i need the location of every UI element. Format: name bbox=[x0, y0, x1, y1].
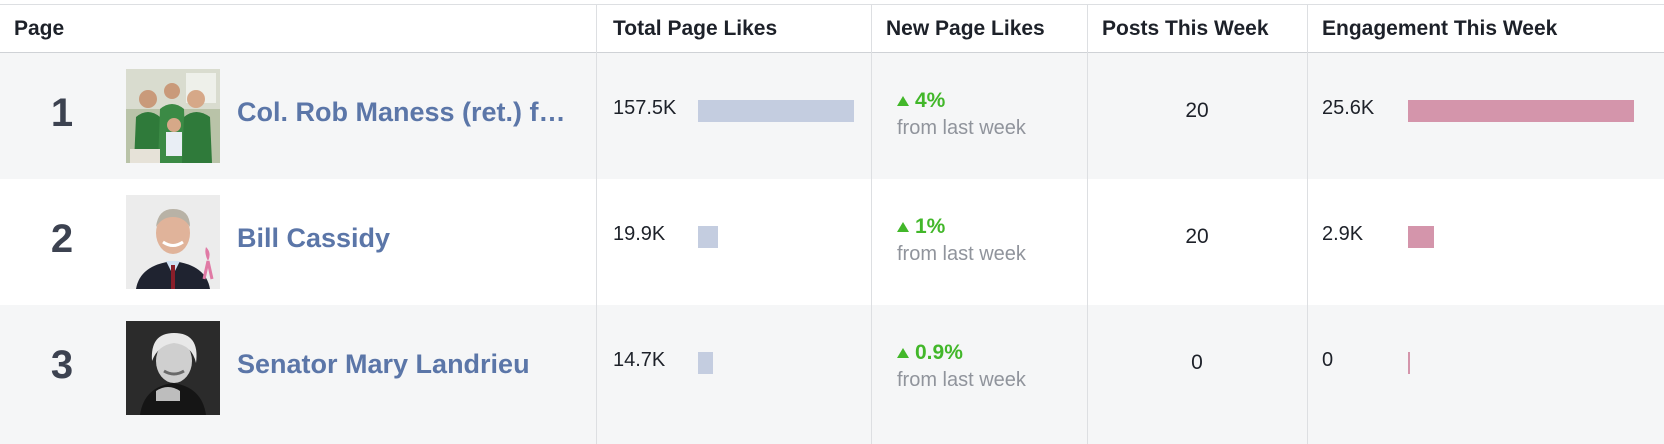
total-likes-value: 157.5K bbox=[613, 97, 677, 119]
engagement-value: 25.6K bbox=[1322, 97, 1375, 119]
page-avatar[interactable] bbox=[126, 69, 220, 163]
page-avatar[interactable] bbox=[126, 321, 220, 415]
page-name-link[interactable]: Senator Mary Landrieu bbox=[237, 349, 530, 379]
new-likes-note: from last week bbox=[897, 369, 1026, 391]
up-arrow-icon bbox=[897, 222, 909, 232]
table-row: 2 Bill Cassidy 19.9K 1% from last week 2… bbox=[0, 179, 1664, 305]
column-header-engagement[interactable]: Engagement This Week bbox=[1322, 17, 1558, 40]
engagement-bar bbox=[1408, 226, 1434, 248]
rank-number: 3 bbox=[50, 343, 74, 387]
table-row: 3 Senator Mary Landrieu 14.7K 0.9% from … bbox=[0, 305, 1664, 444]
table-header: Page Total Page Likes New Page Likes Pos… bbox=[0, 4, 1664, 53]
engagement-bar bbox=[1408, 352, 1410, 374]
rank-number: 1 bbox=[50, 91, 74, 135]
column-header-posts[interactable]: Posts This Week bbox=[1102, 17, 1269, 40]
total-likes-bar bbox=[698, 352, 713, 374]
page-name-link[interactable]: Bill Cassidy bbox=[237, 223, 391, 253]
new-likes-change: 0.9% from last week bbox=[897, 341, 1026, 392]
new-likes-change: 4% from last week bbox=[897, 89, 1026, 140]
total-likes-value: 19.9K bbox=[613, 223, 666, 245]
total-likes-bar bbox=[698, 226, 718, 248]
posts-count: 20 bbox=[1185, 225, 1209, 248]
column-header-page[interactable]: Page bbox=[14, 17, 65, 40]
new-likes-percent: 0.9% bbox=[915, 341, 963, 364]
engagement-bar bbox=[1408, 100, 1634, 122]
engagement-value: 2.9K bbox=[1322, 223, 1364, 245]
column-divider bbox=[1307, 4, 1308, 444]
up-arrow-icon bbox=[897, 96, 909, 106]
new-likes-note: from last week bbox=[897, 243, 1026, 265]
column-divider bbox=[596, 4, 597, 444]
new-likes-percent: 1% bbox=[915, 215, 946, 238]
new-likes-note: from last week bbox=[897, 117, 1026, 139]
column-header-new-likes[interactable]: New Page Likes bbox=[886, 17, 1045, 40]
posts-count: 20 bbox=[1185, 99, 1209, 122]
total-likes-bar bbox=[698, 100, 854, 122]
engagement-value: 0 bbox=[1322, 349, 1334, 371]
new-likes-change: 1% from last week bbox=[897, 215, 1026, 266]
new-likes-percent: 4% bbox=[915, 89, 946, 112]
table-row: 1 Col. Rob Maness (ret.) f… 157.5K 4% bbox=[0, 53, 1664, 179]
up-arrow-icon bbox=[897, 348, 909, 358]
total-likes-value: 14.7K bbox=[613, 349, 666, 371]
posts-count: 0 bbox=[1191, 351, 1203, 374]
page-avatar[interactable] bbox=[126, 195, 220, 289]
column-divider bbox=[1087, 4, 1088, 444]
column-header-total-likes[interactable]: Total Page Likes bbox=[613, 17, 778, 40]
column-divider bbox=[871, 4, 872, 444]
page-name-link[interactable]: Col. Rob Maness (ret.) f… bbox=[237, 97, 566, 127]
rank-number: 2 bbox=[50, 217, 74, 261]
